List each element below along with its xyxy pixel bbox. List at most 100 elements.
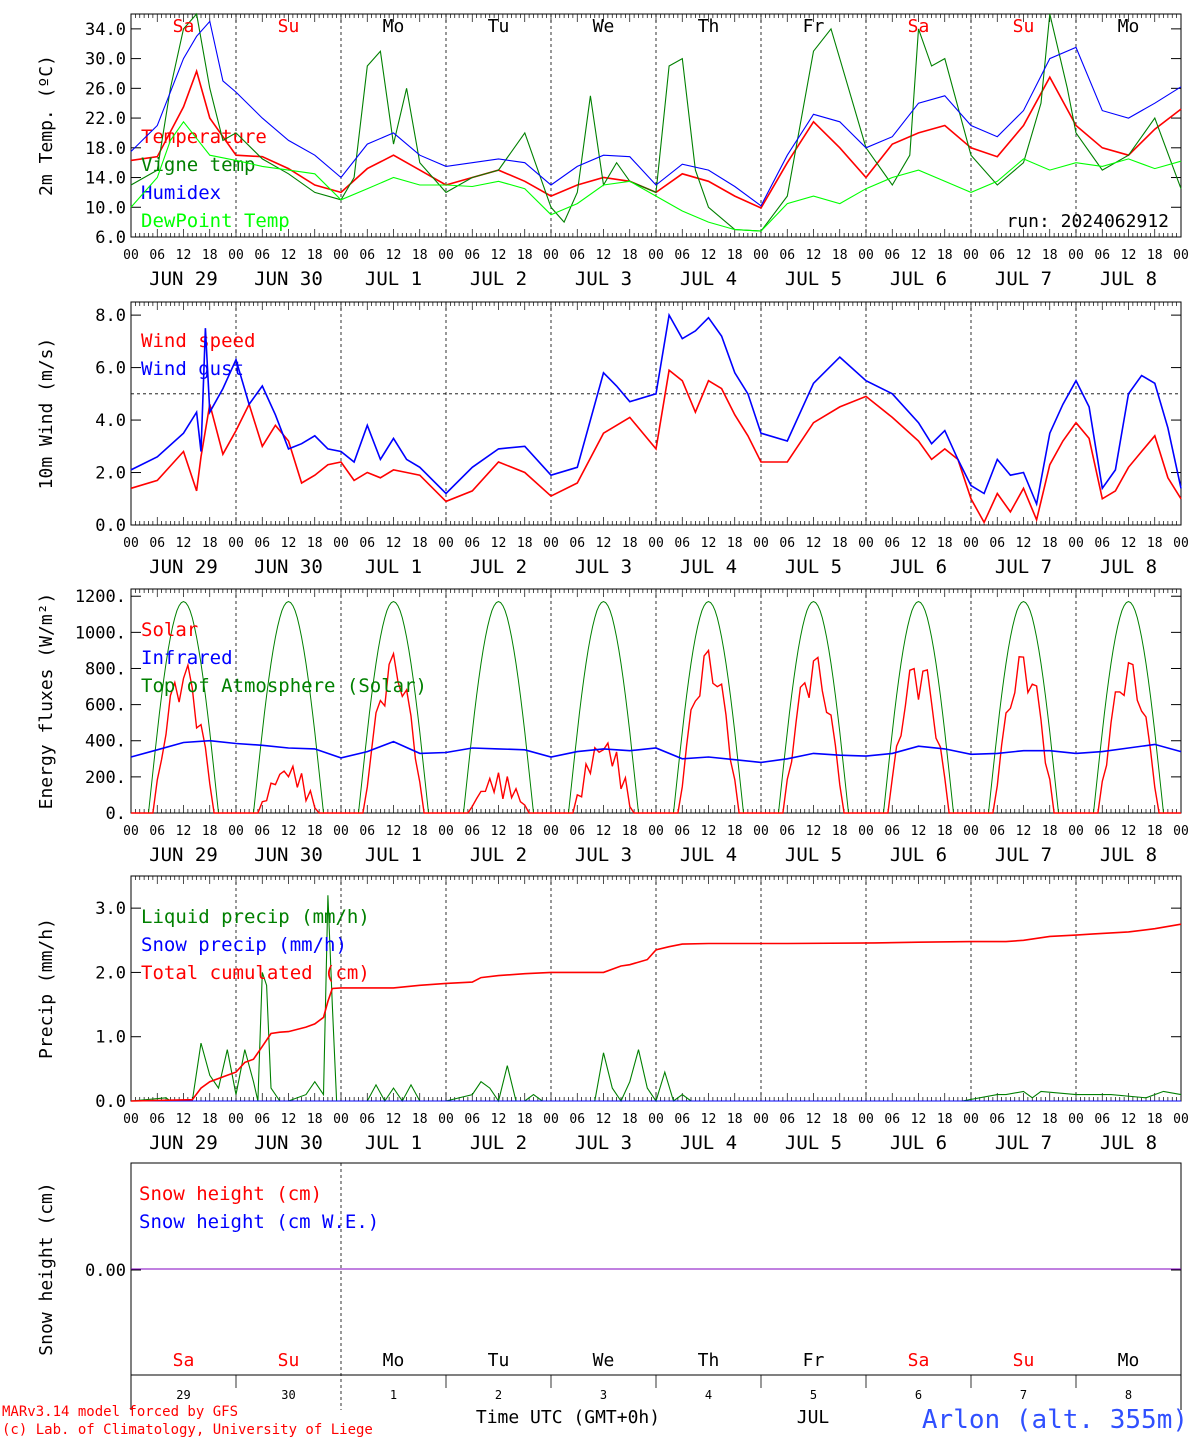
weekday-label: Tu xyxy=(488,1350,510,1371)
hour-tick-label: 06 xyxy=(359,536,375,551)
plot-frame xyxy=(130,588,1182,814)
legend-entry: Wind gust xyxy=(141,358,244,380)
hour-tick-label: 00 xyxy=(333,1112,349,1127)
hour-tick-label: 06 xyxy=(674,824,690,839)
hour-tick-label: 00 xyxy=(543,1112,559,1127)
legend-entry: Liquid precip (mm/h) xyxy=(141,906,370,928)
hour-tick-label: 06 xyxy=(149,536,165,551)
y-tick-label: 200. xyxy=(85,768,126,788)
hour-tick-label: 06 xyxy=(779,536,795,551)
hour-tick-label: 00 xyxy=(858,1112,874,1127)
hour-tick-label: 12 xyxy=(491,1112,507,1127)
y-tick-label: 8.0 xyxy=(95,306,126,326)
date-label: JUL 3 xyxy=(575,1132,632,1154)
hour-tick-label: 18 xyxy=(937,248,953,263)
hour-tick-label: 18 xyxy=(412,824,428,839)
hour-tick-label: 00 xyxy=(648,1112,664,1127)
date-label: JUN 29 xyxy=(149,556,218,578)
day-number: 6 xyxy=(915,1388,922,1402)
hour-tick-label: 12 xyxy=(911,824,927,839)
date-label: JUL 6 xyxy=(890,556,947,578)
hour-tick-label: 06 xyxy=(254,248,270,263)
y-axis-label: 10m Wind (m/s) xyxy=(36,338,57,490)
day-number: 4 xyxy=(705,1388,712,1402)
legend-entry: Vigne temp xyxy=(141,154,255,176)
hour-tick-label: 06 xyxy=(1094,824,1110,839)
y-tick-label: 0.0 xyxy=(95,1092,126,1112)
weekday-label: We xyxy=(593,1350,615,1371)
panel-5: 0.00 Snow height (cm) Snow height (cm) Snow… xyxy=(36,1162,1182,1410)
date-label: JUN 30 xyxy=(254,556,323,578)
hour-tick-label: 18 xyxy=(1147,536,1163,551)
date-label: JUN 30 xyxy=(254,844,323,866)
y-tick-label: 800. xyxy=(85,659,126,679)
hour-tick-label: 00 xyxy=(543,824,559,839)
y-tick-label: 0.00 xyxy=(85,1261,126,1281)
hour-tick-label: 12 xyxy=(911,536,927,551)
legend-entry: Temperature xyxy=(141,126,267,148)
hour-tick-label: 18 xyxy=(622,1112,638,1127)
date-label: JUL 8 xyxy=(1100,556,1157,578)
date-label: JUL 3 xyxy=(575,844,632,866)
date-label: JUL 4 xyxy=(680,844,737,866)
hour-tick-label: 06 xyxy=(464,536,480,551)
hour-tick-label: 06 xyxy=(884,824,900,839)
hour-tick-label: 18 xyxy=(937,536,953,551)
date-label: JUN 29 xyxy=(149,1132,218,1154)
hour-tick-label: 12 xyxy=(1016,248,1032,263)
hour-tick-label: 12 xyxy=(596,1112,612,1127)
date-label: JUL 6 xyxy=(890,844,947,866)
legend-entry: Humidex xyxy=(141,182,221,204)
panel-2: 0.0 2.0 4.0 6.0 8.0 10m Wind (m/s) Wind speed W… xyxy=(36,301,1189,578)
hour-tick-label: 18 xyxy=(307,1112,323,1127)
hour-tick-label: 00 xyxy=(753,1112,769,1127)
day-number: 2 xyxy=(495,1388,502,1402)
hour-tick-label: 18 xyxy=(517,1112,533,1127)
hour-tick-label: 12 xyxy=(491,536,507,551)
date-label: JUL 4 xyxy=(680,1132,737,1154)
weekday-label: Th xyxy=(698,1350,720,1371)
legend-entry: Snow height (cm) xyxy=(139,1183,322,1205)
legend-entry: DewPoint Temp xyxy=(141,210,290,232)
hour-tick-label: 00 xyxy=(1173,248,1189,263)
hour-tick-label: 00 xyxy=(1173,536,1189,551)
hour-tick-label: 18 xyxy=(1147,1112,1163,1127)
hour-tick-label: 12 xyxy=(1121,1112,1137,1127)
y-axis-label: Snow height (cm) xyxy=(36,1182,57,1355)
hour-tick-label: 06 xyxy=(464,248,480,263)
hour-tick-label: 18 xyxy=(622,248,638,263)
hour-tick-label: 12 xyxy=(176,1112,192,1127)
date-label: JUL 4 xyxy=(680,556,737,578)
hour-tick-label: 00 xyxy=(333,536,349,551)
run-label: run: 2024062912 xyxy=(1006,211,1169,232)
hour-tick-label: 00 xyxy=(1173,1112,1189,1127)
hour-tick-label: 12 xyxy=(281,824,297,839)
y-tick-label: 10.0 xyxy=(85,198,126,218)
hour-tick-label: 18 xyxy=(307,536,323,551)
hour-tick-label: 06 xyxy=(674,248,690,263)
plot-frame xyxy=(130,301,1182,526)
hour-tick-label: 00 xyxy=(753,824,769,839)
hour-tick-label: 18 xyxy=(307,824,323,839)
date-label: JUL 1 xyxy=(365,268,422,290)
hour-tick-label: 06 xyxy=(254,536,270,551)
hour-tick-label: 00 xyxy=(438,1112,454,1127)
credit-line-2: (c) Lab. of Climatology, University of L… xyxy=(2,1422,373,1438)
hour-tick-label: 12 xyxy=(596,536,612,551)
series-line xyxy=(130,312,1182,507)
hour-tick-label: 00 xyxy=(963,536,979,551)
legend-entry: Wind speed xyxy=(141,330,255,352)
hour-tick-label: 00 xyxy=(1068,536,1084,551)
legend-entry: Top of Atmosphere (Solar) xyxy=(141,675,427,697)
weekday-label: Sa xyxy=(173,1350,195,1371)
hour-tick-label: 12 xyxy=(1016,824,1032,839)
hour-tick-label: 12 xyxy=(491,824,507,839)
hour-tick-label: 12 xyxy=(281,248,297,263)
hour-tick-label: 18 xyxy=(1147,824,1163,839)
hour-tick-label: 12 xyxy=(386,536,402,551)
date-label: JUL 1 xyxy=(365,1132,422,1154)
hour-tick-label: 18 xyxy=(832,824,848,839)
y-tick-label: 0. xyxy=(106,804,126,824)
hour-tick-label: 06 xyxy=(884,1112,900,1127)
hour-tick-label: 18 xyxy=(517,824,533,839)
